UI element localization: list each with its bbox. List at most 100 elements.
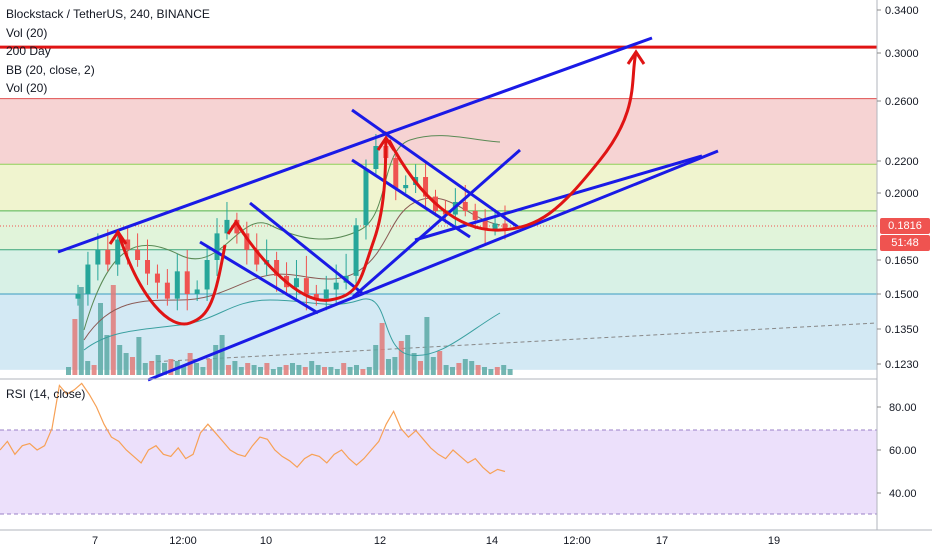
price-tick-label: 0.1650: [885, 255, 919, 267]
last-price-tag: 0.1816: [880, 218, 930, 234]
indicator-bollinger[interactable]: BB (20, close, 2): [6, 62, 95, 77]
arrow-head-2: [376, 135, 396, 151]
volume-bar: [456, 363, 462, 375]
candle-body: [293, 278, 299, 288]
candle-body: [214, 233, 220, 260]
time-axis-label: 12:00: [169, 535, 197, 547]
candle-body: [462, 201, 468, 211]
candle-body: [363, 169, 369, 226]
volume-bar: [181, 365, 187, 375]
time-axis-label: 12: [374, 535, 386, 547]
rsi-tick-label: 40.00: [889, 488, 917, 500]
candle-body: [95, 249, 101, 265]
volume-bar: [283, 365, 289, 375]
volume-bar: [258, 367, 263, 375]
trend-line-0: [57, 36, 653, 254]
rsi-band-fill: [0, 430, 877, 514]
bollinger-upper-band: [83, 135, 501, 331]
volume-bar: [475, 365, 481, 375]
indicator-vol-2[interactable]: Vol (20): [6, 81, 48, 95]
price-tick-label: 0.2600: [885, 96, 919, 108]
candle-body: [85, 264, 91, 294]
trend-line-2: [199, 240, 319, 315]
volume-bar: [213, 345, 219, 375]
candle-body: [274, 260, 280, 276]
volume-bar: [507, 369, 513, 375]
price-tick-label: 0.2000: [885, 188, 919, 200]
arrow-head-0: [108, 229, 128, 245]
fib-zone-0: [0, 98, 877, 165]
candle-body: [184, 271, 190, 294]
candle-body: [373, 146, 379, 169]
volume-bar: [251, 365, 257, 375]
price-axis-bg: [877, 0, 932, 530]
indicator-200-day[interactable]: 200 Day: [6, 44, 51, 58]
volume-bar: [130, 357, 135, 375]
candle-body: [472, 210, 478, 220]
volume-bar: [430, 357, 436, 375]
bar-countdown-tag: 51:48: [880, 235, 930, 251]
volume-bar: [245, 363, 251, 375]
volume-bar: [469, 361, 475, 375]
volume-bar: [328, 367, 334, 375]
fib-zone-3: [0, 249, 877, 294]
volume-bar: [366, 367, 372, 375]
rsi-tick-label: 60.00: [889, 445, 917, 457]
volume-bar: [136, 337, 142, 375]
volume-bar: [501, 365, 507, 375]
price-tick-label: 0.2200: [885, 156, 919, 168]
volume-bar: [123, 353, 129, 375]
volume-bar: [424, 317, 430, 375]
volume-bar: [78, 287, 84, 375]
volume-bar: [443, 365, 449, 375]
price-tick-label: 0.1230: [885, 359, 919, 371]
volume-bar: [162, 363, 167, 375]
volume-bar: [373, 345, 379, 375]
volume-bar: [386, 359, 391, 375]
candle-body: [303, 278, 309, 294]
candle-body: [174, 271, 180, 299]
candle-body: [353, 225, 359, 276]
volume-bar: [149, 361, 155, 375]
trend-line-1: [147, 149, 719, 382]
candle-body: [333, 282, 339, 290]
bollinger-basis: [83, 197, 501, 341]
candle-body: [115, 239, 121, 265]
candle-body: [492, 223, 498, 230]
candle-body: [164, 282, 170, 299]
volume-bar: [277, 367, 283, 375]
moving-average-200-line: [149, 322, 878, 363]
indicator-vol[interactable]: Vol (20): [6, 25, 48, 40]
candle-body: [75, 294, 81, 299]
volume-bar: [85, 361, 91, 375]
arrow-head-3: [626, 49, 646, 65]
volume-bar: [347, 367, 353, 375]
volume-bar: [104, 335, 110, 375]
volume-bar: [155, 355, 161, 375]
candle-body: [393, 158, 399, 189]
candle-body: [135, 249, 141, 260]
volume-bar: [309, 361, 315, 375]
rsi-indicator-label[interactable]: RSI (14, close): [6, 387, 86, 401]
volume-bar: [142, 363, 148, 375]
volume-bar: [296, 365, 302, 375]
trend-line-3: [249, 201, 363, 295]
volume-bar: [117, 345, 123, 375]
trend-line-7: [414, 154, 703, 242]
candle-body: [105, 249, 111, 265]
candle-body: [502, 223, 508, 230]
candle-body: [244, 233, 250, 250]
candle-body: [154, 273, 160, 283]
volume-bar: [488, 369, 494, 375]
volume-bar: [462, 359, 468, 375]
arrow-head-1: [226, 219, 246, 235]
volume-bar: [264, 363, 270, 375]
symbol-title[interactable]: Blockstack / TetherUS, 240, BINANCE: [6, 7, 210, 21]
volume-bar: [494, 367, 500, 375]
volume-bar: [66, 367, 71, 375]
volume-bar: [302, 367, 308, 375]
volume-bar: [72, 319, 78, 375]
cup-arc-2: [234, 137, 388, 302]
